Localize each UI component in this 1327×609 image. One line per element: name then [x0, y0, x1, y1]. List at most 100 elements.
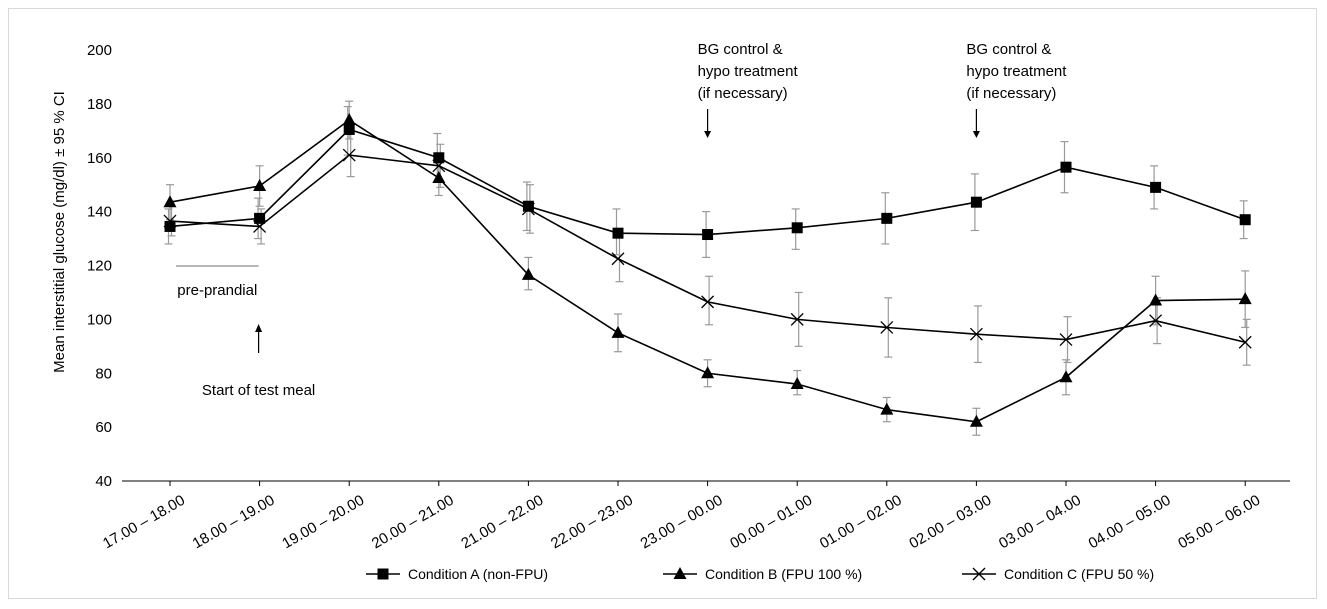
annotation-bg2-line: BG control & — [966, 41, 1051, 58]
series-2-point — [880, 402, 894, 415]
series-3-point — [163, 214, 177, 228]
annotation-bg2-line: (if necessary) — [966, 85, 1056, 102]
x-marker-stroke — [163, 214, 177, 228]
series-1-point — [702, 229, 714, 241]
y-tick-label: 60 — [95, 419, 112, 436]
annotation-meal-arrowhead — [255, 324, 263, 332]
series-2-point — [1238, 292, 1252, 305]
series-3-point — [1149, 314, 1163, 328]
series-3-point — [701, 295, 715, 309]
series-2-point — [701, 366, 715, 379]
annotation-bg2-arrowhead — [972, 131, 980, 138]
series-3-point — [790, 312, 804, 326]
x-tick-label: 23.00 – 00.00 — [638, 492, 726, 553]
series-1-point — [522, 200, 534, 212]
series-markers — [163, 113, 1252, 427]
x-marker-stroke — [969, 327, 983, 341]
series-1-point — [1239, 214, 1251, 226]
x-tick-label: 01.00 – 02.00 — [817, 492, 905, 553]
y-tick-label: 120 — [87, 258, 112, 275]
x-tick-label: 22.00 – 23.00 — [548, 492, 636, 553]
annotation-meal: Start of test meal — [202, 382, 315, 399]
x-tick-label: 20.00 – 21.00 — [369, 492, 457, 553]
x-tick-label: 04.00 – 05.00 — [1086, 492, 1174, 553]
x-tick-label: 05.00 – 06.00 — [1175, 492, 1263, 553]
series-2-point — [342, 113, 356, 126]
x-tick-label: 17.00 – 18.00 — [100, 492, 188, 553]
series-3-point — [253, 219, 267, 233]
legend-item-1: Condition A (non-FPU) — [366, 566, 548, 582]
series-1-point — [164, 220, 176, 232]
y-tick-label: 40 — [95, 473, 112, 490]
x-tick-label: 00.00 – 01.00 — [727, 492, 815, 553]
x-ticks: 17.00 – 18.00 18.00 – 19.00 19.00 – 20.00 2… — [100, 481, 1263, 552]
annotation-bg1-line: BG control & — [698, 41, 783, 58]
y-tick-label: 80 — [95, 365, 112, 382]
series-3-point — [969, 327, 983, 341]
y-tick-label: 140 — [87, 204, 112, 221]
y-tick-label: 180 — [87, 96, 112, 113]
y-axis-label: Mean interstitial glucose (mg/dl) ± 95 %… — [51, 91, 68, 373]
y-ticks: 40 60 80 100 120 140 160 180 200 — [87, 42, 112, 490]
legend-marker — [972, 567, 986, 581]
series-2-point — [611, 325, 625, 338]
legend-item-2: Condition B (FPU 100 %) — [663, 566, 862, 582]
series-3-point — [342, 148, 356, 162]
series-2-point — [969, 414, 983, 427]
x-marker-stroke — [1238, 335, 1252, 349]
x-marker-stroke — [972, 567, 986, 581]
series-1-point — [970, 196, 982, 208]
annotation-bg2-line: hypo treatment — [966, 63, 1067, 80]
x-marker-stroke — [880, 320, 894, 334]
series-3-point — [1238, 335, 1252, 349]
series-2-point — [521, 267, 535, 280]
series-3-point — [1059, 333, 1073, 347]
legend-marker — [673, 567, 687, 579]
series-3-point — [432, 159, 446, 173]
annotation-bg1-arrowhead — [704, 131, 712, 138]
legend-marker — [377, 568, 389, 580]
annotation-preprandial: pre-prandial — [177, 282, 257, 299]
series-2-point — [1149, 293, 1163, 306]
y-tick-label: 200 — [87, 42, 112, 59]
x-tick-label: 21.00 – 22.00 — [458, 492, 546, 553]
x-marker-stroke — [432, 159, 446, 173]
x-tick-label: 03.00 – 04.00 — [996, 492, 1084, 553]
series-line-1 — [169, 128, 1246, 236]
y-tick-label: 100 — [87, 311, 112, 328]
x-marker-stroke — [253, 219, 267, 233]
chart-frame — [8, 8, 1317, 599]
annotation-bg1-line: (if necessary) — [698, 85, 788, 102]
series-2-point — [163, 195, 177, 208]
series-1-point — [1150, 181, 1162, 193]
error-bars — [164, 100, 1251, 436]
series-2-point — [1059, 370, 1073, 383]
x-tick-label: 02.00 – 03.00 — [906, 492, 994, 553]
series-1-point — [343, 123, 355, 135]
legend-label: Condition C (FPU 50 %) — [1004, 566, 1154, 582]
series-1-point — [881, 212, 893, 224]
y-tick-label: 160 — [87, 150, 112, 167]
series-line-3 — [169, 154, 1246, 344]
series-3-point — [521, 202, 535, 216]
x-marker-stroke — [701, 295, 715, 309]
series-3-point — [880, 320, 894, 334]
x-marker-stroke — [1149, 314, 1163, 328]
series-1-point — [254, 212, 266, 224]
x-marker-stroke — [790, 312, 804, 326]
legend: Condition A (non-FPU) Condition B (FPU 10… — [366, 566, 1154, 582]
x-marker-stroke — [611, 252, 625, 266]
annotations: BG control & hypo treatment (if necessary)… — [176, 41, 1067, 399]
series-2-point — [253, 179, 267, 192]
series-3-point — [611, 252, 625, 266]
legend-label: Condition B (FPU 100 %) — [705, 566, 862, 582]
x-marker-stroke — [1059, 333, 1073, 347]
series-2-point — [432, 170, 446, 183]
x-marker-stroke — [342, 148, 356, 162]
series-1-point — [1060, 161, 1072, 173]
legend-item-3: Condition C (FPU 50 %) — [962, 566, 1154, 582]
series-1-point — [433, 152, 445, 164]
series-1-point — [791, 222, 803, 234]
legend-label: Condition A (non-FPU) — [408, 566, 548, 582]
